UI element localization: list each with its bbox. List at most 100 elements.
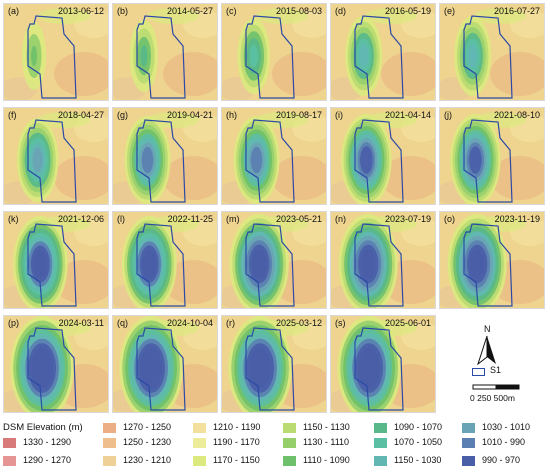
elevation-raster bbox=[4, 108, 108, 204]
map-panel: (l) 2022-11-25 bbox=[112, 211, 218, 309]
panel-label: (a) bbox=[8, 6, 19, 16]
legend-label: 1250 - 1230 bbox=[123, 437, 172, 447]
legend-label: 1210 - 1190 bbox=[213, 422, 261, 432]
panel-date: 2022-11-25 bbox=[167, 214, 213, 224]
elevation-raster bbox=[331, 212, 435, 308]
legend-swatch bbox=[462, 456, 475, 466]
map-panel: (d) 2016-05-19 bbox=[330, 3, 436, 101]
legend-label: 1290 - 1270 bbox=[23, 455, 72, 465]
elevation-raster bbox=[440, 108, 544, 204]
panel-label: (l) bbox=[117, 214, 125, 224]
legend-swatch bbox=[193, 423, 206, 433]
panel-date: 2021-12-06 bbox=[57, 214, 104, 224]
map-panel: (e) 2016-07-27 bbox=[439, 3, 545, 101]
elevation-raster bbox=[113, 4, 217, 100]
elevation-raster bbox=[222, 212, 326, 308]
map-key: N S1 0 250 500m bbox=[466, 322, 550, 417]
legend-label: 1110 - 1090 bbox=[303, 455, 350, 465]
panel-date: 2025-06-01 bbox=[384, 318, 431, 328]
elevation-raster bbox=[4, 212, 108, 308]
legend-swatch bbox=[462, 438, 475, 448]
panel-date: 2024-03-11 bbox=[58, 318, 104, 328]
map-panel: (q) 2024-10-04 bbox=[112, 315, 218, 413]
legend-label: 1070 - 1050 bbox=[394, 437, 443, 447]
legend-title: DSM Elevation (m) bbox=[3, 422, 83, 433]
panel-date: 2024-10-04 bbox=[166, 318, 213, 328]
legend-label: 1270 - 1250 bbox=[123, 422, 172, 432]
panel-date: 2019-04-21 bbox=[166, 110, 213, 120]
panel-label: (m) bbox=[226, 214, 240, 224]
legend-swatch bbox=[283, 438, 296, 448]
panel-label: (d) bbox=[335, 6, 346, 16]
legend-swatch bbox=[283, 423, 296, 433]
map-panel: (b) 2014-05-27 bbox=[112, 3, 218, 101]
panel-date: 2014-05-27 bbox=[166, 6, 213, 16]
elevation-raster bbox=[4, 4, 108, 100]
map-panel: (c) 2015-08-03 bbox=[221, 3, 327, 101]
panel-date: 2015-08-03 bbox=[275, 6, 322, 16]
elevation-raster bbox=[440, 212, 544, 308]
legend-label: 1230 - 1210 bbox=[123, 455, 172, 465]
legend-label: 1030 - 1010 bbox=[482, 422, 531, 432]
elevation-legend: DSM Elevation (m) 1330 - 1290 1290 - 1270… bbox=[0, 417, 550, 472]
map-panel-grid: (a) 2013-06-12 (b) 2014-05-27 (c) 2015-08-03(… bbox=[3, 3, 545, 413]
legend-swatch bbox=[462, 423, 475, 433]
map-panel: (h) 2019-08-17 bbox=[221, 107, 327, 205]
legend-label: 1150 - 1030 bbox=[394, 455, 442, 465]
legend-swatch bbox=[3, 438, 16, 448]
map-panel: (g) 2019-04-21 bbox=[112, 107, 218, 205]
panel-label: (h) bbox=[226, 110, 237, 120]
legend-swatch bbox=[374, 456, 387, 466]
map-panel: (f) 2018-04-27 bbox=[3, 107, 109, 205]
panel-date: 2023-07-19 bbox=[384, 214, 431, 224]
legend-label: 1130 - 1110 bbox=[303, 437, 350, 447]
panel-label: (g) bbox=[117, 110, 128, 120]
site-outline-symbol bbox=[472, 368, 485, 376]
panel-date: 2023-11-19 bbox=[494, 214, 540, 224]
legend-swatch bbox=[283, 456, 296, 466]
panel-label: (e) bbox=[444, 6, 455, 16]
panel-label: (i) bbox=[335, 110, 343, 120]
legend-label: 990 - 970 bbox=[482, 455, 521, 465]
elevation-raster bbox=[222, 4, 326, 100]
panel-label: (o) bbox=[444, 214, 455, 224]
elevation-raster bbox=[222, 108, 326, 204]
elevation-raster bbox=[222, 316, 326, 412]
map-panel: (j) 2021-08-10 bbox=[439, 107, 545, 205]
site-label: S1 bbox=[490, 365, 502, 375]
panel-date: 2025-03-12 bbox=[275, 318, 322, 328]
elevation-raster bbox=[331, 4, 435, 100]
legend-swatch bbox=[374, 438, 387, 448]
scale-bar bbox=[472, 384, 520, 390]
panel-date: 2016-07-27 bbox=[493, 6, 540, 16]
panel-label: (p) bbox=[8, 318, 19, 328]
panel-label: (q) bbox=[117, 318, 128, 328]
elevation-raster bbox=[331, 108, 435, 204]
elevation-raster bbox=[331, 316, 435, 412]
elevation-raster bbox=[4, 316, 108, 412]
panel-date: 2016-05-19 bbox=[384, 6, 431, 16]
scale-text: 0 250 500m bbox=[470, 393, 515, 403]
legend-swatch bbox=[103, 423, 116, 433]
legend-label: 1190 - 1170 bbox=[213, 437, 260, 447]
legend-label: 1010 - 990 bbox=[482, 437, 526, 447]
map-panel: (k) 2021-12-06 bbox=[3, 211, 109, 309]
legend-swatch bbox=[193, 438, 206, 448]
map-panel: (p) 2024-03-11 bbox=[3, 315, 109, 413]
legend-swatch bbox=[374, 423, 387, 433]
legend-label: 1090 - 1070 bbox=[394, 422, 443, 432]
map-panel: (r) 2025-03-12 bbox=[221, 315, 327, 413]
panel-label: (n) bbox=[335, 214, 346, 224]
panel-date: 2019-08-17 bbox=[275, 110, 322, 120]
panel-date: 2023-05-21 bbox=[275, 214, 322, 224]
elevation-raster bbox=[440, 4, 544, 100]
legend-swatch bbox=[103, 456, 116, 466]
map-panel: (n) 2023-07-19 bbox=[330, 211, 436, 309]
legend-swatch bbox=[193, 456, 206, 466]
legend-label: 1330 - 1290 bbox=[23, 437, 72, 447]
panel-label: (k) bbox=[8, 214, 19, 224]
elevation-raster bbox=[113, 108, 217, 204]
panel-label: (s) bbox=[335, 318, 346, 328]
map-panel: (a) 2013-06-12 bbox=[3, 3, 109, 101]
north-label: N bbox=[484, 324, 491, 334]
